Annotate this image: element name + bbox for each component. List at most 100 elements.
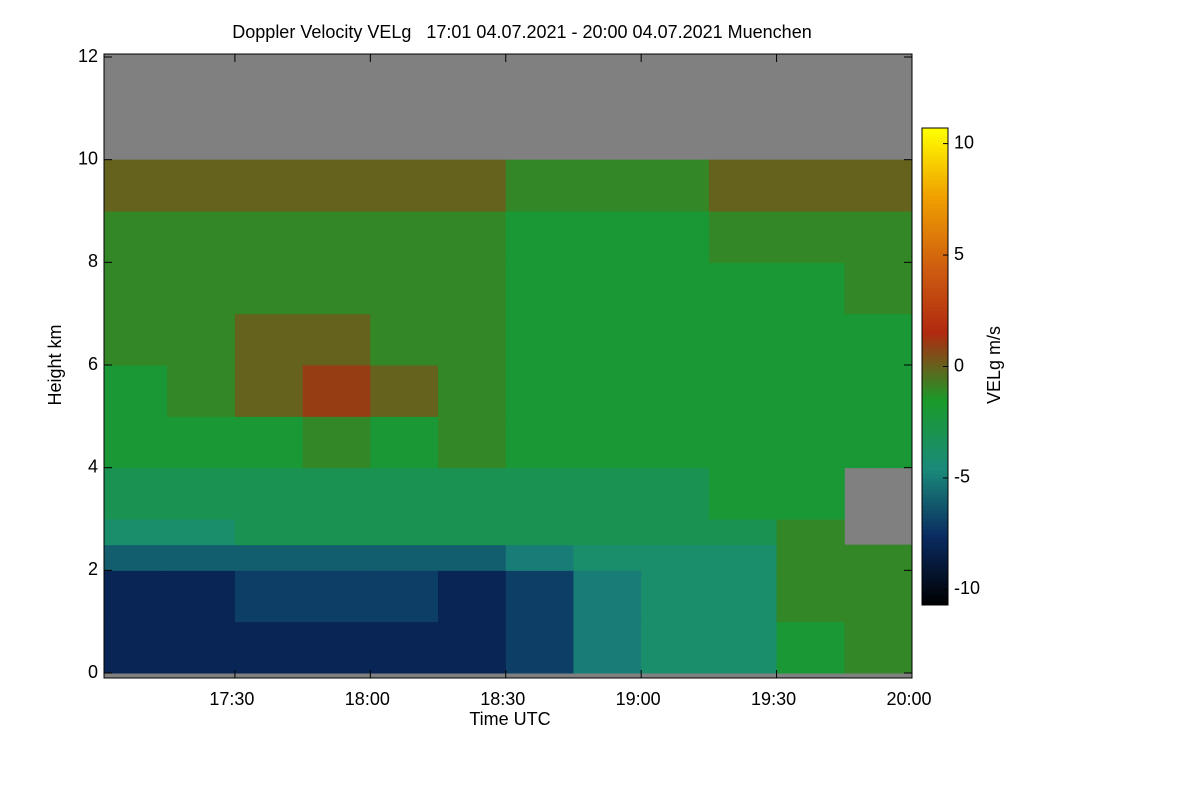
heatmap-cell — [302, 621, 371, 674]
colorbar-swatch — [922, 489, 948, 495]
heatmap-cell — [167, 416, 236, 469]
colorbar-swatch — [922, 414, 948, 419]
x-tick-label: 19:30 — [751, 689, 796, 709]
y-axis-label: Height km — [45, 324, 65, 405]
colorbar-swatch — [922, 374, 948, 379]
colorbar-swatch — [922, 219, 948, 224]
heatmap-cell — [302, 365, 371, 417]
colorbar-label: VELg m/s — [984, 326, 1004, 404]
colorbar-swatch — [922, 330, 948, 336]
heatmap-cell — [776, 570, 845, 623]
heatmap-cell — [234, 519, 304, 546]
colorbar-swatch — [922, 195, 948, 201]
heatmap-cell — [505, 544, 574, 571]
colorbar-swatch — [922, 207, 948, 212]
heatmap-cell — [234, 211, 304, 263]
colorbar-swatch — [922, 203, 948, 208]
colorbar-swatch — [922, 565, 948, 570]
colorbar-swatch — [922, 465, 948, 471]
colorbar-swatch — [922, 346, 948, 352]
colorbar-swatch — [922, 438, 948, 443]
heatmap-cell — [708, 467, 778, 520]
colorbar-swatch — [922, 334, 948, 340]
y-tick-label: 8 — [88, 251, 98, 271]
colorbar-swatch — [922, 573, 948, 578]
heatmap-cell — [104, 519, 168, 546]
heatmap-cell — [505, 365, 574, 417]
heatmap-cell — [776, 621, 845, 674]
heatmap-cell — [708, 519, 778, 546]
colorbar-swatch — [922, 545, 948, 550]
heatmap-cell — [370, 313, 439, 366]
heatmap-cell — [573, 467, 642, 520]
heatmap-cell — [234, 313, 304, 366]
colorbar-swatch — [922, 537, 948, 542]
colorbar-swatch — [922, 398, 948, 403]
colorbar-swatch — [922, 549, 948, 554]
colorbar-swatch — [922, 430, 948, 435]
heatmap-cell — [104, 570, 168, 623]
colorbar-swatch — [922, 358, 948, 364]
colorbar-swatch — [922, 259, 948, 264]
colorbar-swatch — [922, 422, 948, 427]
heatmap-cell — [167, 467, 236, 520]
heatmap-cell — [573, 519, 642, 546]
colorbar-tick-label: -10 — [954, 578, 980, 598]
colorbar-swatch — [922, 553, 948, 558]
colorbar-swatch — [922, 255, 948, 260]
y-tick-label: 2 — [88, 559, 98, 579]
colorbar-swatch — [922, 473, 948, 479]
colorbar-swatch — [922, 569, 948, 574]
heatmap-cell — [641, 211, 710, 263]
colorbar-swatch — [922, 402, 948, 407]
heatmap-cell — [708, 262, 778, 315]
heatmap-cell — [438, 365, 507, 417]
heatmap-cell — [708, 365, 778, 417]
heatmap-cell — [573, 159, 642, 212]
colorbar-swatch — [922, 298, 948, 304]
colorbar-swatch — [922, 231, 948, 236]
heatmap-cell — [641, 467, 710, 520]
colorbar-swatch — [922, 442, 948, 447]
colorbar-swatch — [922, 227, 948, 232]
x-tick-label: 20:00 — [886, 689, 931, 709]
heatmap-cell — [302, 262, 371, 315]
colorbar-swatch — [922, 577, 948, 582]
heatmap-cell — [505, 416, 574, 469]
x-tick-label: 19:00 — [616, 689, 661, 709]
colorbar-swatch — [922, 310, 948, 316]
heatmap-cell — [438, 416, 507, 469]
colorbar-swatch — [922, 163, 948, 169]
colorbar-swatch — [922, 279, 948, 284]
colorbar-swatch — [922, 390, 948, 395]
heatmap-cell — [167, 570, 236, 623]
heatmap-cell — [505, 159, 574, 212]
colorbar-swatch — [922, 469, 948, 475]
heatmap-cell — [641, 544, 710, 571]
heatmap-cell — [641, 416, 710, 469]
colorbar-swatch — [922, 302, 948, 308]
heatmap-cell — [573, 570, 642, 623]
colorbar-swatch — [922, 239, 948, 244]
colorbar-swatch — [922, 505, 948, 511]
heatmap-cell — [370, 211, 439, 263]
colorbar-swatch — [922, 183, 948, 189]
colorbar-swatch — [922, 287, 948, 292]
heatmap-cell — [234, 262, 304, 315]
heatmap-cell — [438, 519, 507, 546]
heatmap-cell — [641, 313, 710, 366]
x-tick-label: 17:30 — [209, 689, 254, 709]
heatmap-cell — [438, 544, 507, 571]
heatmap-cell — [370, 621, 439, 674]
colorbar-swatch — [922, 251, 948, 256]
colorbar-swatch — [922, 426, 948, 431]
colorbar-swatch — [922, 461, 948, 467]
colorbar-swatch — [922, 378, 948, 383]
colorbar-swatch — [922, 581, 948, 586]
colorbar-swatch — [922, 235, 948, 240]
heatmap-cell — [844, 262, 913, 315]
heatmap-cell — [844, 313, 913, 366]
colorbar-swatch — [922, 283, 948, 288]
colorbar-swatch — [922, 175, 948, 181]
heatmap-cell — [438, 159, 507, 212]
